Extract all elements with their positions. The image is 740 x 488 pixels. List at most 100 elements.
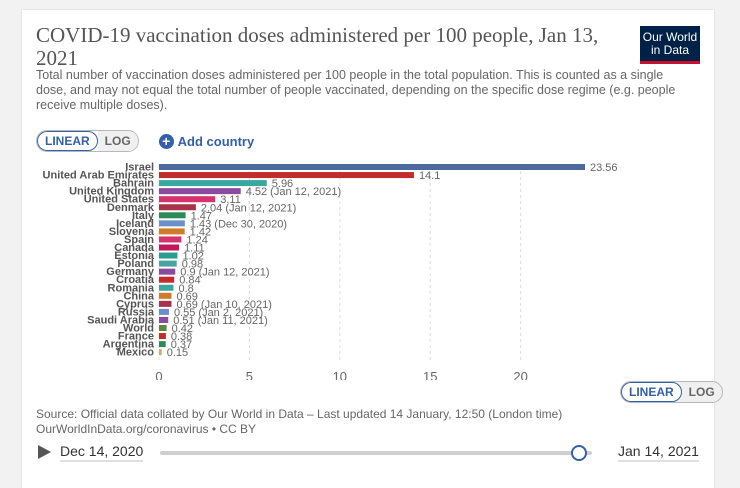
bar	[159, 260, 177, 267]
data-label: 1.47	[191, 210, 212, 222]
bar	[159, 292, 172, 299]
data-label: 4.52 (Jan 12, 2021)	[246, 186, 341, 198]
data-label: 1.24	[186, 234, 207, 246]
plus-icon: +	[158, 133, 174, 149]
category-label: Mexico	[117, 347, 155, 359]
add-country-label: Add country	[177, 133, 255, 149]
bar	[159, 196, 216, 203]
bar	[159, 284, 174, 291]
source-note: Source: Official data collated by Our Wo…	[36, 407, 676, 437]
bar	[159, 220, 185, 227]
data-label: 5.96	[272, 178, 293, 190]
category-label: Canada	[114, 242, 155, 254]
data-label: 3.11	[220, 194, 241, 206]
data-label: 0.8	[178, 283, 193, 295]
bar	[159, 164, 585, 170]
data-label: 0.42	[172, 323, 193, 335]
category-label: Argentina	[103, 339, 155, 351]
scale-toggle[interactable]: LINEAR LOG	[36, 130, 139, 152]
bar	[159, 204, 196, 211]
category-label: Germany	[106, 266, 155, 278]
bar	[159, 316, 169, 323]
bar	[159, 276, 175, 283]
chart-card: COVID-19 vaccination doses administered …	[22, 10, 723, 488]
bar	[159, 252, 178, 259]
log-scale-button[interactable]: LOG	[97, 131, 138, 151]
axis-log-button[interactable]: LOG	[688, 385, 715, 399]
category-label: Israel	[125, 162, 154, 174]
bar	[159, 244, 180, 251]
data-label: 1.02	[182, 251, 203, 263]
category-label: United Kingdom	[69, 186, 154, 198]
category-label: Croatia	[116, 274, 155, 286]
x-tick-label: 20	[513, 369, 527, 380]
add-country-button[interactable]: + Add country	[158, 133, 255, 149]
linear-scale-button[interactable]: LINEAR	[37, 131, 98, 151]
data-label: 0.37	[171, 339, 192, 351]
timeline-end-date[interactable]: Jan 14, 2021	[618, 443, 699, 462]
chart-title: COVID-19 vaccination doses administered …	[36, 23, 599, 70]
logo-line-1: Our World	[642, 29, 698, 44]
timeline-track[interactable]	[160, 451, 592, 455]
bar	[159, 300, 172, 307]
data-label: 2.04 (Jan 12, 2021)	[201, 202, 296, 214]
category-label: Poland	[117, 258, 154, 270]
data-label: 0.38	[171, 331, 192, 343]
category-label: Estonia	[114, 250, 155, 262]
chart-subtitle: Total number of vaccination doses admini…	[36, 68, 676, 112]
category-label: Denmark	[107, 202, 155, 214]
category-label: Cyprus	[116, 298, 154, 310]
axis-scale-toggle[interactable]: LINEAR LOG	[620, 381, 723, 403]
bar-chart: 0 5 10 15 20 Israel 23.56 United Arab Emirates 1…	[43, 162, 618, 381]
source-line-2[interactable]: OurWorldInData.org/coronavirus • CC BY	[36, 422, 257, 436]
bar	[159, 268, 176, 275]
bar	[159, 349, 162, 356]
bar	[159, 333, 166, 340]
bar	[159, 228, 185, 235]
x-tick-label: 15	[423, 369, 437, 380]
axis-linear-button[interactable]: LINEAR	[621, 382, 682, 402]
data-label: 1.43 (Dec 30, 2020)	[190, 218, 287, 230]
data-label: 0.98	[182, 259, 203, 271]
bar	[159, 172, 414, 179]
category-label: China	[123, 290, 154, 302]
bar	[159, 180, 267, 187]
data-label: 1.42	[190, 226, 211, 238]
category-label: Russia	[118, 306, 155, 318]
logo-line-2: in Data	[650, 42, 690, 57]
data-label: 23.56	[590, 162, 618, 174]
category-label: United States	[84, 194, 154, 206]
category-label: United Arab Emirates	[43, 170, 154, 182]
category-label: France	[118, 331, 154, 343]
bar	[159, 341, 166, 348]
category-label: Bahrain	[113, 178, 154, 190]
bar	[159, 308, 169, 315]
chart-controls: LINEAR LOG + Add country	[36, 130, 254, 152]
data-label: 0.9 (Jan 12, 2021)	[180, 267, 269, 279]
timeline-start-date[interactable]: Dec 14, 2020	[60, 443, 144, 462]
data-label: 0.69 (Jan 10, 2021)	[176, 299, 271, 311]
data-label: 1.11	[184, 243, 205, 255]
category-label: Italy	[132, 210, 155, 222]
source-line-1: Source: Official data collated by Our Wo…	[36, 407, 563, 421]
owid-logo[interactable]: Our World in Data	[640, 26, 700, 64]
category-label: World	[123, 323, 154, 335]
category-label: Romania	[108, 282, 155, 294]
play-icon[interactable]	[38, 445, 51, 459]
bar	[159, 325, 167, 331]
category-label: Saudi Arabia	[87, 314, 155, 326]
data-label: 0.51 (Jan 11, 2021)	[173, 315, 268, 327]
data-label: 0.84	[179, 275, 200, 287]
category-label: Spain	[124, 234, 154, 246]
data-label: 0.69	[176, 291, 197, 303]
x-tick-label: 0	[155, 369, 162, 380]
bar	[159, 212, 186, 219]
timeline: Dec 14, 2020 Jan 14, 2021	[36, 442, 706, 462]
x-tick-label: 5	[246, 369, 253, 380]
timeline-handle[interactable]	[571, 445, 588, 461]
data-label: 0.15	[167, 347, 188, 359]
category-label: Iceland	[116, 218, 154, 230]
data-label: 0.55 (Jan 2, 2021)	[174, 307, 263, 319]
x-tick-label: 10	[333, 369, 347, 380]
category-label: Slovenia	[109, 226, 155, 238]
